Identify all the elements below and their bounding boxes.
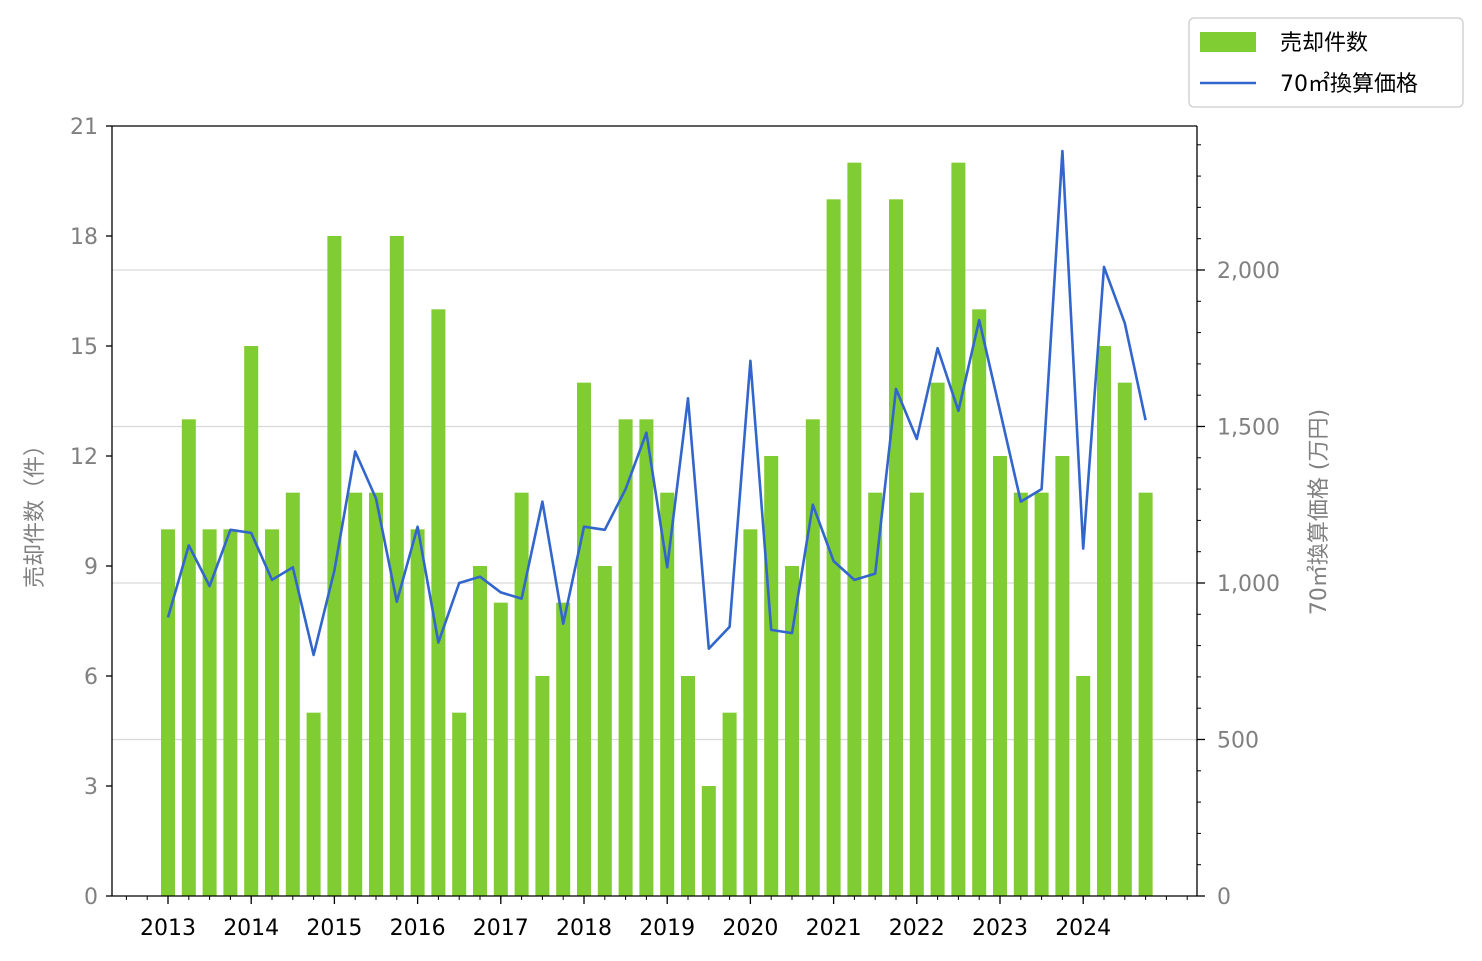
right-tick-label: 1,000 xyxy=(1217,572,1280,597)
bar xyxy=(805,419,820,896)
bar xyxy=(847,162,862,896)
bar xyxy=(868,492,883,896)
axis-labels: 0 3 6 9 12 15 18 21 0 500 1,000 1,500 2,000 2013 2014 2… xyxy=(23,115,1332,941)
bar xyxy=(1097,346,1111,896)
bar xyxy=(1034,492,1049,896)
bar xyxy=(1138,492,1153,896)
legend-label-line: 70㎡換算価格 xyxy=(1280,71,1418,97)
bar xyxy=(951,162,966,896)
bar xyxy=(930,382,945,897)
legend-label-bars: 売却件数 xyxy=(1280,31,1368,56)
left-axis-title: 売却件数（件） xyxy=(23,434,48,588)
bar xyxy=(826,199,841,897)
bar xyxy=(223,529,238,896)
x-tick-label: 2017 xyxy=(473,916,529,941)
bar xyxy=(701,786,716,896)
left-tick-label: 18 xyxy=(70,225,98,250)
x-tick-label: 2014 xyxy=(223,916,279,941)
bar xyxy=(764,456,779,896)
x-tick-label: 2022 xyxy=(889,916,945,941)
legend: 売却件数 70㎡換算価格 xyxy=(1188,17,1464,108)
bar xyxy=(993,456,1007,896)
bar xyxy=(285,492,300,896)
left-tick-label: 12 xyxy=(70,445,98,470)
bar xyxy=(389,236,404,896)
bar xyxy=(660,492,675,896)
left-tick-label: 0 xyxy=(84,885,98,910)
bar xyxy=(889,199,903,897)
bar xyxy=(577,382,591,897)
bar xyxy=(514,492,529,896)
right-tick-label: 0 xyxy=(1217,885,1231,910)
bar xyxy=(181,419,196,896)
bar xyxy=(972,309,987,896)
bar xyxy=(431,309,446,896)
left-tick-label: 3 xyxy=(84,775,98,800)
left-tick-label: 6 xyxy=(84,665,98,690)
sales-count-bars xyxy=(161,162,1153,897)
legend-bar-swatch xyxy=(1200,32,1256,52)
right-tick-label: 2,000 xyxy=(1217,259,1280,284)
bar xyxy=(493,602,508,896)
left-tick-label: 21 xyxy=(70,115,98,140)
bar xyxy=(535,676,550,896)
bar xyxy=(306,712,321,896)
bar xyxy=(348,492,363,896)
legend-box xyxy=(1188,17,1464,108)
right-axis-title: 70㎡換算価格 (万円) xyxy=(1306,409,1332,615)
x-tick-label: 2023 xyxy=(972,916,1028,941)
x-tick-label: 2021 xyxy=(806,916,862,941)
bar xyxy=(244,346,259,896)
left-tick-label: 9 xyxy=(84,555,98,580)
bar xyxy=(202,529,217,896)
x-tick-label: 2013 xyxy=(140,916,196,941)
price-line xyxy=(166,149,1147,657)
bar xyxy=(1076,676,1091,896)
bar xyxy=(785,566,799,896)
bar xyxy=(681,676,695,896)
bar xyxy=(1013,492,1028,896)
bar xyxy=(743,529,758,896)
bar xyxy=(1117,382,1132,897)
x-tick-label: 2019 xyxy=(639,916,695,941)
bar xyxy=(556,602,571,896)
bar xyxy=(452,712,467,896)
x-tick-label: 2020 xyxy=(722,916,778,941)
bar xyxy=(161,529,175,896)
bar xyxy=(410,529,425,896)
right-tick-label: 500 xyxy=(1217,728,1259,753)
bar xyxy=(618,419,633,896)
x-tick-label: 2016 xyxy=(390,916,446,941)
left-tick-label: 15 xyxy=(70,335,98,360)
bar xyxy=(369,492,383,896)
right-tick-label: 1,500 xyxy=(1217,415,1280,440)
bar xyxy=(473,566,487,896)
bar xyxy=(1055,456,1070,896)
price-line-layer xyxy=(166,149,1147,657)
bar xyxy=(722,712,737,896)
axes xyxy=(106,125,1205,904)
bar xyxy=(909,492,924,896)
x-tick-label: 2018 xyxy=(556,916,612,941)
bar xyxy=(597,566,612,896)
x-tick-label: 2024 xyxy=(1055,916,1111,941)
x-tick-label: 2015 xyxy=(306,916,362,941)
bar xyxy=(639,419,654,896)
bar xyxy=(265,529,279,896)
